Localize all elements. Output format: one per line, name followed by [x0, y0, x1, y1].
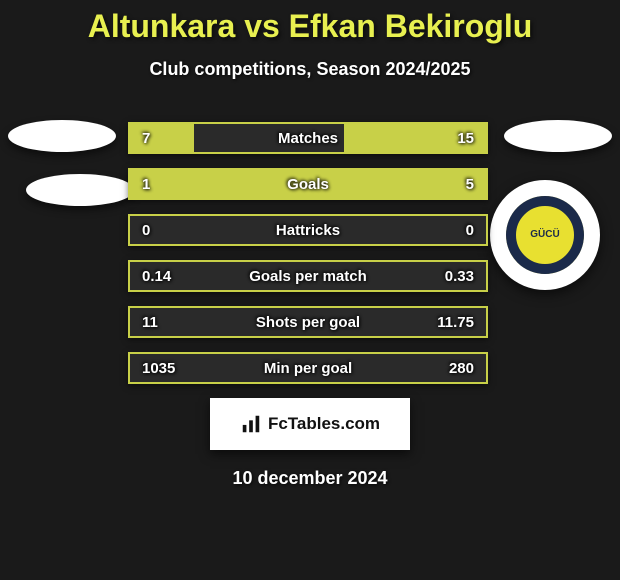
brand-text: FcTables.com: [268, 414, 380, 434]
footer-section: FcTables.com 10 december 2024: [0, 388, 620, 489]
stat-bar-chart: 7Matches15 1Goals5 0Hattricks0 0.14Goals pe…: [128, 122, 488, 398]
comparison-infographic: Altunkara vs Efkan Bekiroglu Club compet…: [0, 0, 620, 580]
player-left-placeholder: [8, 120, 134, 206]
stat-label: Matches: [130, 130, 486, 147]
stat-row: 0Hattricks0: [128, 214, 488, 246]
ellipse-icon: [8, 120, 116, 152]
player-right-placeholder: GÜCÜ: [504, 120, 612, 152]
stat-row: 0.14Goals per match0.33: [128, 260, 488, 292]
page-title: Altunkara vs Efkan Bekiroglu: [0, 0, 620, 45]
brand-logo-icon: [240, 413, 262, 435]
stat-label: Goals: [130, 176, 486, 193]
stat-label: Shots per goal: [130, 314, 486, 331]
ellipse-icon: [504, 120, 612, 152]
stat-label: Hattricks: [130, 222, 486, 239]
subtitle: Club competitions, Season 2024/2025: [0, 59, 620, 80]
stat-label: Min per goal: [130, 360, 486, 377]
brand-badge: FcTables.com: [210, 398, 410, 450]
stat-row: 1Goals5: [128, 168, 488, 200]
stat-label: Goals per match: [130, 268, 486, 285]
stat-row: 11Shots per goal11.75: [128, 306, 488, 338]
ellipse-icon: [26, 174, 134, 206]
stat-row: 1035Min per goal280: [128, 352, 488, 384]
brand-content: FcTables.com: [240, 413, 380, 435]
date-text: 10 december 2024: [0, 468, 620, 489]
club-badge-inner: GÜCÜ: [506, 196, 584, 274]
club-badge: GÜCÜ: [490, 180, 600, 290]
club-badge-ring: [506, 196, 584, 274]
stat-row: 7Matches15: [128, 122, 488, 154]
